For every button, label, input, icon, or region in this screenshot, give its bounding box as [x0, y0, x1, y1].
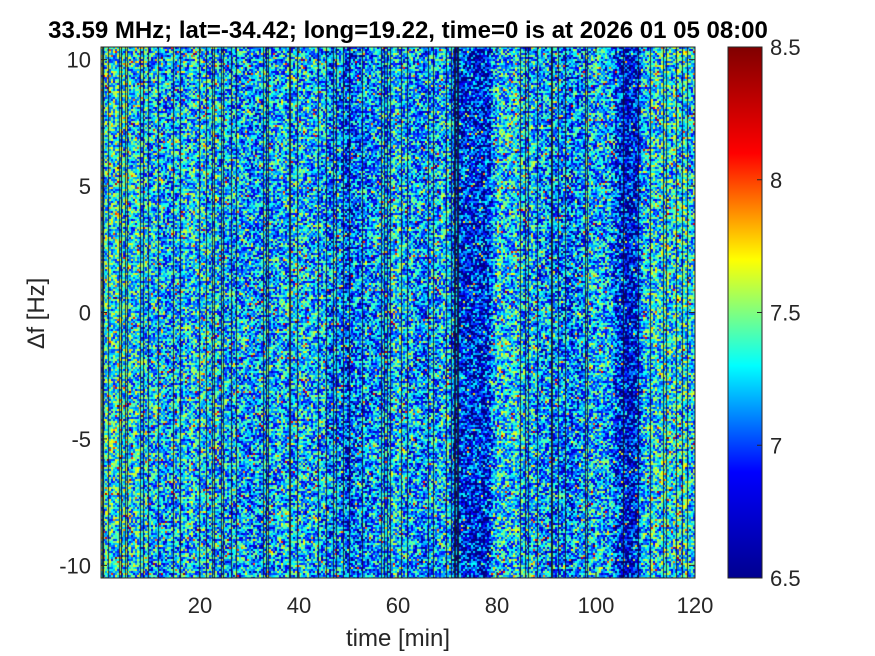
x-tick-label: 60 — [386, 593, 410, 618]
y-axis-label: ∆f [Hz] — [23, 278, 50, 349]
x-tick-label: 120 — [677, 593, 714, 618]
y-tick-label: 0 — [79, 301, 91, 326]
plot-area — [100, 46, 696, 579]
colorbar: 6.5 7 7.5 8 8.5 — [727, 35, 801, 591]
y-axis: -10 -5 0 5 10 — [59, 48, 695, 578]
colorbar-tick-label: 6.5 — [770, 566, 801, 591]
chart-title: 33.59 MHz; lat=-34.42; long=19.22, time=… — [48, 17, 768, 44]
colorbar-tick-label: 7 — [770, 433, 782, 458]
y-tick-label: 10 — [67, 48, 91, 73]
colorbar-ticks: 6.5 7 7.5 8 8.5 — [757, 35, 801, 591]
y-tick-label: -10 — [59, 553, 91, 578]
x-axis: 20 40 60 80 100 120 — [188, 47, 714, 618]
x-tick-label: 40 — [287, 593, 311, 618]
y-tick-label: 5 — [79, 174, 91, 199]
x-tick-label: 20 — [188, 593, 212, 618]
colorbar-tick-label: 8 — [770, 168, 782, 193]
colorbar-tick-label: 7.5 — [770, 301, 801, 326]
heatmap-image — [101, 47, 695, 578]
colorbar-gradient — [728, 47, 762, 578]
x-tick-label: 80 — [485, 593, 509, 618]
x-tick-label: 100 — [578, 593, 615, 618]
y-tick-label: -5 — [71, 427, 91, 452]
colorbar-tick-label: 8.5 — [770, 35, 801, 60]
x-axis-label: time [min] — [346, 625, 450, 652]
